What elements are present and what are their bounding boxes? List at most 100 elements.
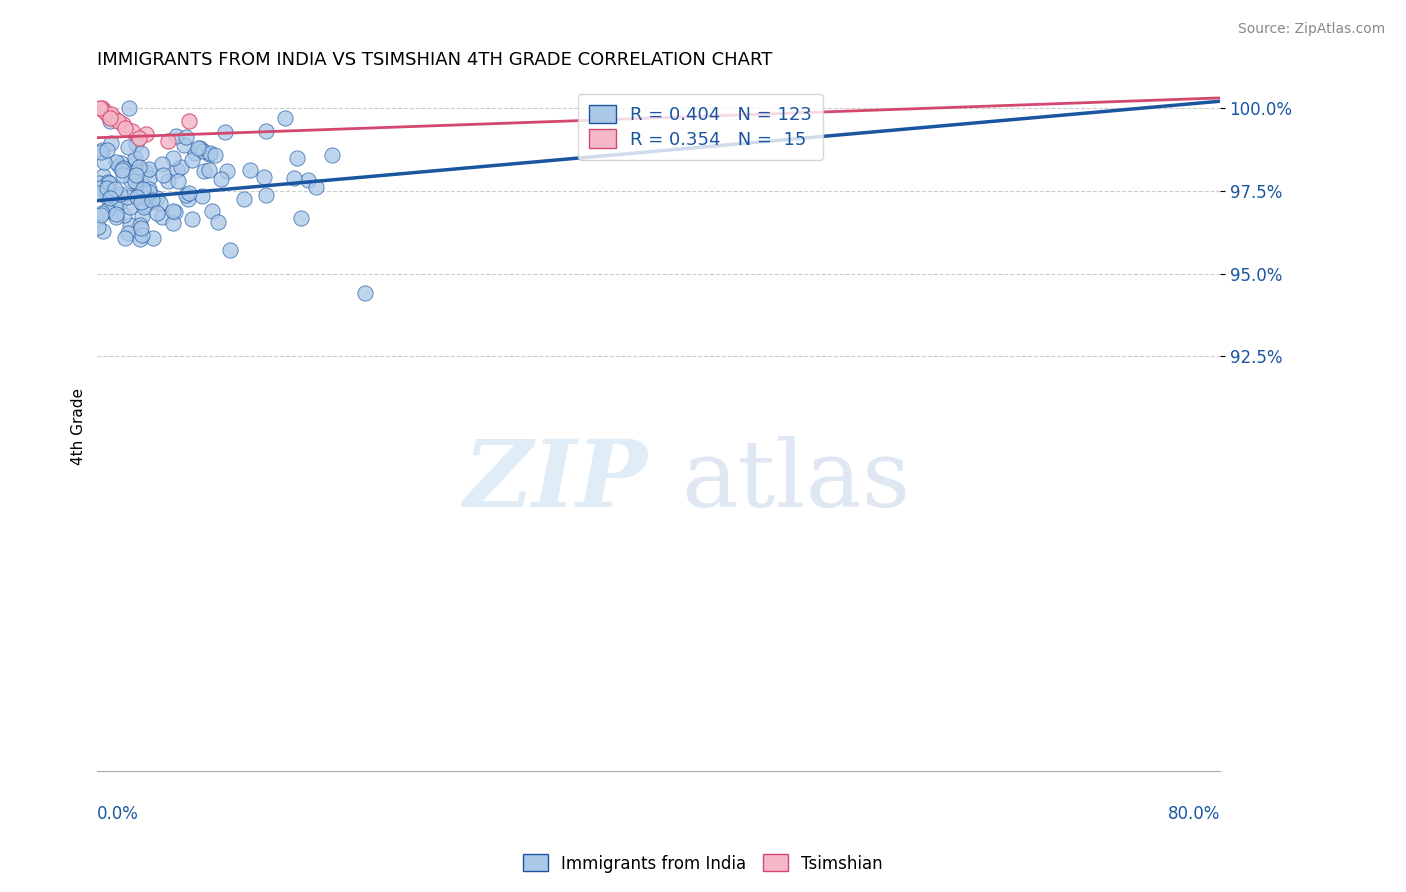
Point xyxy=(125,164,148,178)
Point xyxy=(181,153,204,168)
Point xyxy=(150,210,173,224)
Point xyxy=(152,168,174,182)
Point xyxy=(129,146,152,161)
Point xyxy=(170,160,193,174)
Text: atlas: atlas xyxy=(681,436,910,526)
Point xyxy=(96,107,118,121)
Point xyxy=(98,113,121,128)
Point xyxy=(97,175,120,189)
Point xyxy=(91,143,114,157)
Point xyxy=(100,107,122,121)
Point xyxy=(98,111,121,125)
Point xyxy=(128,218,150,232)
Point xyxy=(193,163,215,178)
Point xyxy=(207,215,229,229)
Point xyxy=(191,144,214,158)
Point xyxy=(177,186,200,200)
Point xyxy=(198,147,221,161)
Point xyxy=(138,185,160,199)
Point xyxy=(174,129,197,144)
Point xyxy=(176,187,198,202)
Point xyxy=(209,172,232,186)
Point xyxy=(104,182,127,196)
Point xyxy=(162,204,184,219)
Point xyxy=(131,209,153,223)
Point xyxy=(177,114,200,128)
Text: 0.0%: 0.0% xyxy=(97,805,139,823)
Point xyxy=(142,230,165,244)
Point xyxy=(124,152,146,166)
Text: ZIP: ZIP xyxy=(463,436,647,526)
Point xyxy=(90,101,112,115)
Y-axis label: 4th Grade: 4th Grade xyxy=(72,387,86,465)
Text: IMMIGRANTS FROM INDIA VS TSIMSHIAN 4TH GRADE CORRELATION CHART: IMMIGRANTS FROM INDIA VS TSIMSHIAN 4TH G… xyxy=(97,51,773,69)
Point xyxy=(87,186,110,201)
Point xyxy=(200,146,222,161)
Point xyxy=(252,169,274,184)
Point xyxy=(90,208,112,222)
Point xyxy=(112,208,135,222)
Point xyxy=(200,203,222,218)
Point xyxy=(183,146,205,161)
Point xyxy=(114,120,136,135)
Point xyxy=(100,136,122,151)
Point xyxy=(283,170,305,185)
Point xyxy=(124,168,146,182)
Point xyxy=(87,219,110,234)
Point xyxy=(90,145,112,159)
Point xyxy=(165,129,187,144)
Point xyxy=(138,162,160,177)
Point xyxy=(104,154,127,169)
Point xyxy=(141,193,163,207)
Point xyxy=(115,189,138,203)
Point xyxy=(138,170,160,185)
Point xyxy=(150,156,173,170)
Point xyxy=(204,147,226,161)
Point xyxy=(96,181,118,195)
Point xyxy=(232,192,254,206)
Point xyxy=(135,187,157,202)
Point xyxy=(176,192,198,206)
Point xyxy=(162,151,184,165)
Point xyxy=(135,128,157,142)
Point xyxy=(285,151,308,165)
Point xyxy=(108,194,131,209)
Point xyxy=(91,169,114,183)
Point xyxy=(215,163,238,178)
Point xyxy=(146,205,169,219)
Point xyxy=(89,181,111,195)
Point xyxy=(114,231,136,245)
Point xyxy=(118,200,141,214)
Point xyxy=(128,160,150,174)
Point xyxy=(149,196,172,211)
Point xyxy=(97,176,120,190)
Point xyxy=(218,243,240,257)
Point xyxy=(124,156,146,170)
Point xyxy=(131,182,153,196)
Point xyxy=(129,220,152,235)
Point xyxy=(117,139,139,153)
Point xyxy=(146,191,169,205)
Point xyxy=(129,232,152,246)
Point xyxy=(107,114,129,128)
Point xyxy=(93,154,115,169)
Point xyxy=(290,211,312,225)
Point xyxy=(132,200,155,214)
Point xyxy=(354,286,377,301)
Point xyxy=(167,174,190,188)
Point xyxy=(108,159,131,173)
Point xyxy=(214,124,236,138)
Point xyxy=(188,141,211,155)
Point xyxy=(108,187,131,202)
Point xyxy=(297,172,319,186)
Point xyxy=(96,190,118,204)
Point xyxy=(103,111,125,125)
Point xyxy=(112,168,135,182)
Point xyxy=(87,177,110,191)
Point xyxy=(96,202,118,217)
Point xyxy=(305,180,328,194)
Point xyxy=(134,198,156,212)
Point xyxy=(128,130,150,145)
Point xyxy=(138,182,160,196)
Point xyxy=(91,206,114,220)
